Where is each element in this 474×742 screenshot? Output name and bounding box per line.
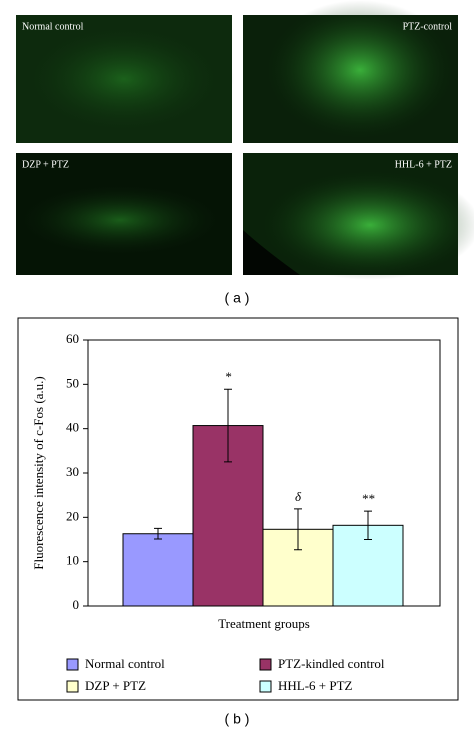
legend-label: HHL-6 + PTZ <box>278 678 353 693</box>
chart-frame <box>17 317 459 701</box>
micrograph: HHL-6 + PTZ <box>243 153 474 280</box>
legend-swatch <box>259 680 272 693</box>
legend-label: Normal control <box>85 656 165 671</box>
error-bar <box>364 510 372 540</box>
y-tick-label: 0 <box>73 597 80 612</box>
panel-label: DZP + PTZ <box>22 159 69 170</box>
error-bar <box>224 388 232 463</box>
y-tick-label: 30 <box>66 464 79 479</box>
legend-label: PTZ-kindled control <box>278 656 385 671</box>
y-tick-label: 40 <box>66 420 79 435</box>
y-tick-label: 50 <box>66 375 79 390</box>
micrograph: PTZ-control <box>243 0 458 143</box>
x-axis-label: Treatment groups <box>218 616 310 631</box>
micrograph: Normal control <box>14 15 234 143</box>
annotation: * <box>225 369 232 384</box>
legend-swatch <box>66 680 79 693</box>
y-tick-label: 10 <box>66 553 79 568</box>
error-bar <box>154 527 162 540</box>
y-tick-label: 60 <box>66 331 79 346</box>
panel-label: PTZ-control <box>403 21 453 32</box>
annotation: ** <box>362 491 376 506</box>
caption: ( b ) <box>225 711 250 727</box>
legend-swatch <box>259 658 272 671</box>
caption: ( a ) <box>225 290 250 306</box>
panel-label: Normal control <box>22 21 84 32</box>
error-bar <box>294 508 302 551</box>
micrograph: DZP + PTZ <box>16 153 232 275</box>
y-axis-label: Fluorescence intensity of c-Fos (a.u.) <box>31 376 46 570</box>
bar <box>122 533 194 607</box>
y-tick-label: 20 <box>66 508 79 523</box>
panel-label: HHL-6 + PTZ <box>395 159 452 170</box>
legend-swatch <box>66 658 79 671</box>
annotation: δ <box>295 489 302 504</box>
legend-label: DZP + PTZ <box>85 678 146 693</box>
